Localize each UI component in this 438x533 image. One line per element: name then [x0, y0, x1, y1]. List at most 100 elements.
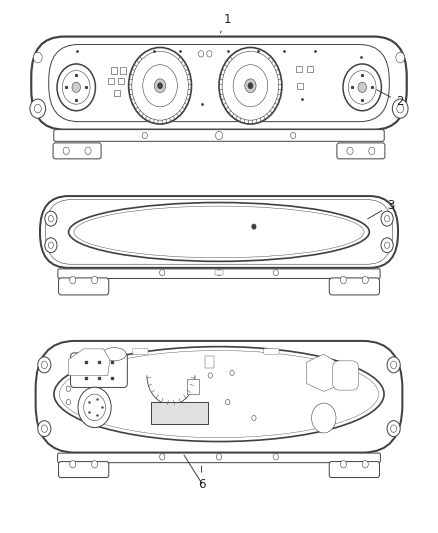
- Bar: [118, 78, 124, 84]
- Circle shape: [48, 215, 53, 222]
- Circle shape: [387, 357, 400, 373]
- Circle shape: [252, 415, 256, 421]
- Circle shape: [132, 51, 188, 120]
- Circle shape: [397, 104, 404, 113]
- Ellipse shape: [69, 203, 369, 261]
- Circle shape: [92, 276, 98, 284]
- Circle shape: [396, 52, 405, 63]
- Circle shape: [311, 403, 336, 433]
- Bar: [120, 67, 126, 74]
- Bar: [111, 67, 117, 74]
- Circle shape: [216, 454, 222, 460]
- Circle shape: [158, 83, 162, 89]
- Circle shape: [85, 147, 91, 155]
- FancyBboxPatch shape: [133, 349, 148, 355]
- Circle shape: [41, 425, 47, 432]
- Circle shape: [340, 276, 346, 284]
- Circle shape: [387, 421, 400, 437]
- Circle shape: [385, 242, 390, 248]
- Circle shape: [70, 461, 76, 468]
- Bar: [297, 83, 303, 90]
- Circle shape: [358, 82, 367, 93]
- FancyBboxPatch shape: [40, 196, 398, 268]
- Circle shape: [222, 51, 279, 120]
- Circle shape: [381, 238, 393, 253]
- Circle shape: [62, 70, 90, 104]
- Ellipse shape: [102, 348, 126, 361]
- Polygon shape: [306, 354, 337, 391]
- Text: 3: 3: [367, 199, 395, 219]
- Polygon shape: [68, 349, 110, 375]
- Bar: [187, 378, 199, 393]
- Circle shape: [248, 83, 253, 89]
- FancyBboxPatch shape: [59, 278, 109, 295]
- Circle shape: [159, 454, 165, 460]
- FancyBboxPatch shape: [329, 278, 379, 295]
- Ellipse shape: [54, 346, 384, 441]
- Circle shape: [219, 47, 282, 124]
- FancyBboxPatch shape: [53, 143, 101, 159]
- FancyBboxPatch shape: [35, 341, 403, 453]
- Circle shape: [30, 99, 46, 118]
- Circle shape: [369, 147, 375, 155]
- Circle shape: [34, 104, 41, 113]
- FancyBboxPatch shape: [31, 37, 407, 130]
- Text: 6: 6: [198, 466, 205, 491]
- Circle shape: [215, 131, 223, 140]
- Circle shape: [273, 454, 279, 460]
- Circle shape: [38, 357, 51, 373]
- Circle shape: [347, 147, 353, 155]
- Circle shape: [45, 211, 57, 226]
- Circle shape: [41, 361, 47, 368]
- FancyBboxPatch shape: [264, 349, 279, 355]
- Circle shape: [143, 64, 177, 107]
- Circle shape: [84, 394, 106, 421]
- Circle shape: [381, 211, 393, 226]
- Circle shape: [273, 269, 279, 276]
- Circle shape: [233, 64, 268, 107]
- Circle shape: [340, 461, 346, 468]
- Circle shape: [385, 215, 390, 222]
- Bar: [215, 270, 223, 275]
- Bar: [151, 401, 208, 424]
- Circle shape: [33, 52, 42, 63]
- Circle shape: [45, 238, 57, 253]
- Bar: [114, 90, 120, 96]
- FancyBboxPatch shape: [332, 361, 359, 390]
- Circle shape: [362, 461, 368, 468]
- Bar: [296, 66, 302, 72]
- Circle shape: [78, 387, 111, 427]
- Circle shape: [252, 224, 256, 229]
- Circle shape: [92, 461, 98, 468]
- Circle shape: [142, 132, 148, 139]
- FancyBboxPatch shape: [59, 462, 109, 478]
- Circle shape: [66, 399, 71, 405]
- Circle shape: [57, 64, 95, 111]
- Ellipse shape: [60, 351, 378, 438]
- Circle shape: [343, 64, 381, 111]
- Bar: [307, 66, 313, 72]
- Circle shape: [159, 269, 165, 276]
- Circle shape: [66, 386, 71, 391]
- Circle shape: [348, 70, 376, 104]
- Circle shape: [245, 79, 256, 93]
- Circle shape: [392, 99, 408, 118]
- Circle shape: [391, 425, 397, 432]
- Circle shape: [208, 373, 212, 378]
- Circle shape: [48, 242, 53, 248]
- FancyBboxPatch shape: [71, 353, 127, 387]
- Circle shape: [391, 361, 397, 368]
- Text: 1: 1: [220, 13, 231, 33]
- Circle shape: [70, 276, 76, 284]
- FancyBboxPatch shape: [49, 45, 389, 122]
- Circle shape: [155, 79, 166, 93]
- FancyBboxPatch shape: [58, 269, 380, 278]
- Circle shape: [129, 47, 191, 124]
- Circle shape: [198, 51, 204, 57]
- FancyBboxPatch shape: [58, 453, 380, 463]
- Circle shape: [63, 147, 69, 155]
- Circle shape: [38, 421, 51, 437]
- FancyBboxPatch shape: [329, 462, 379, 478]
- Circle shape: [226, 399, 230, 405]
- Circle shape: [230, 370, 234, 375]
